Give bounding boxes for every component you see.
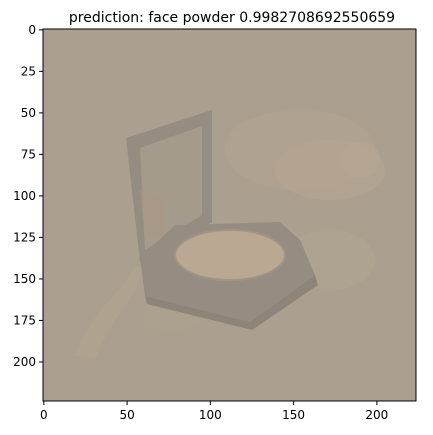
y-tick-label: 125 (13, 230, 36, 244)
y-tick-label: 200 (13, 355, 36, 369)
compact-base (140, 222, 318, 330)
powder-pan (175, 230, 285, 280)
figure-title: prediction: face powder 0.99827086925506… (69, 10, 395, 26)
y-tick-label: 25 (21, 64, 36, 78)
x-tick-label: 100 (199, 408, 222, 422)
y-axis: 0 25 50 75 100 125 150 175 200 (13, 23, 43, 369)
x-tick-label: 200 (365, 408, 388, 422)
y-tick-label: 100 (13, 189, 36, 203)
x-tick-label: 0 (40, 408, 48, 422)
y-tick-label: 175 (13, 313, 36, 327)
x-tick-label: 50 (119, 408, 134, 422)
mirror-lid (126, 110, 212, 262)
image-background (43, 29, 416, 401)
y-tick-label: 50 (21, 106, 36, 120)
powder-dust (225, 110, 385, 200)
x-tick-label: 150 (282, 408, 305, 422)
x-axis: 0 50 100 150 200 (40, 401, 388, 422)
y-tick-label: 150 (13, 272, 36, 286)
powder-trail (75, 265, 200, 360)
axes-frame (42, 28, 417, 402)
y-tick-label: 75 (21, 147, 36, 161)
image-area (43, 29, 416, 401)
y-tick-label: 0 (28, 23, 36, 37)
